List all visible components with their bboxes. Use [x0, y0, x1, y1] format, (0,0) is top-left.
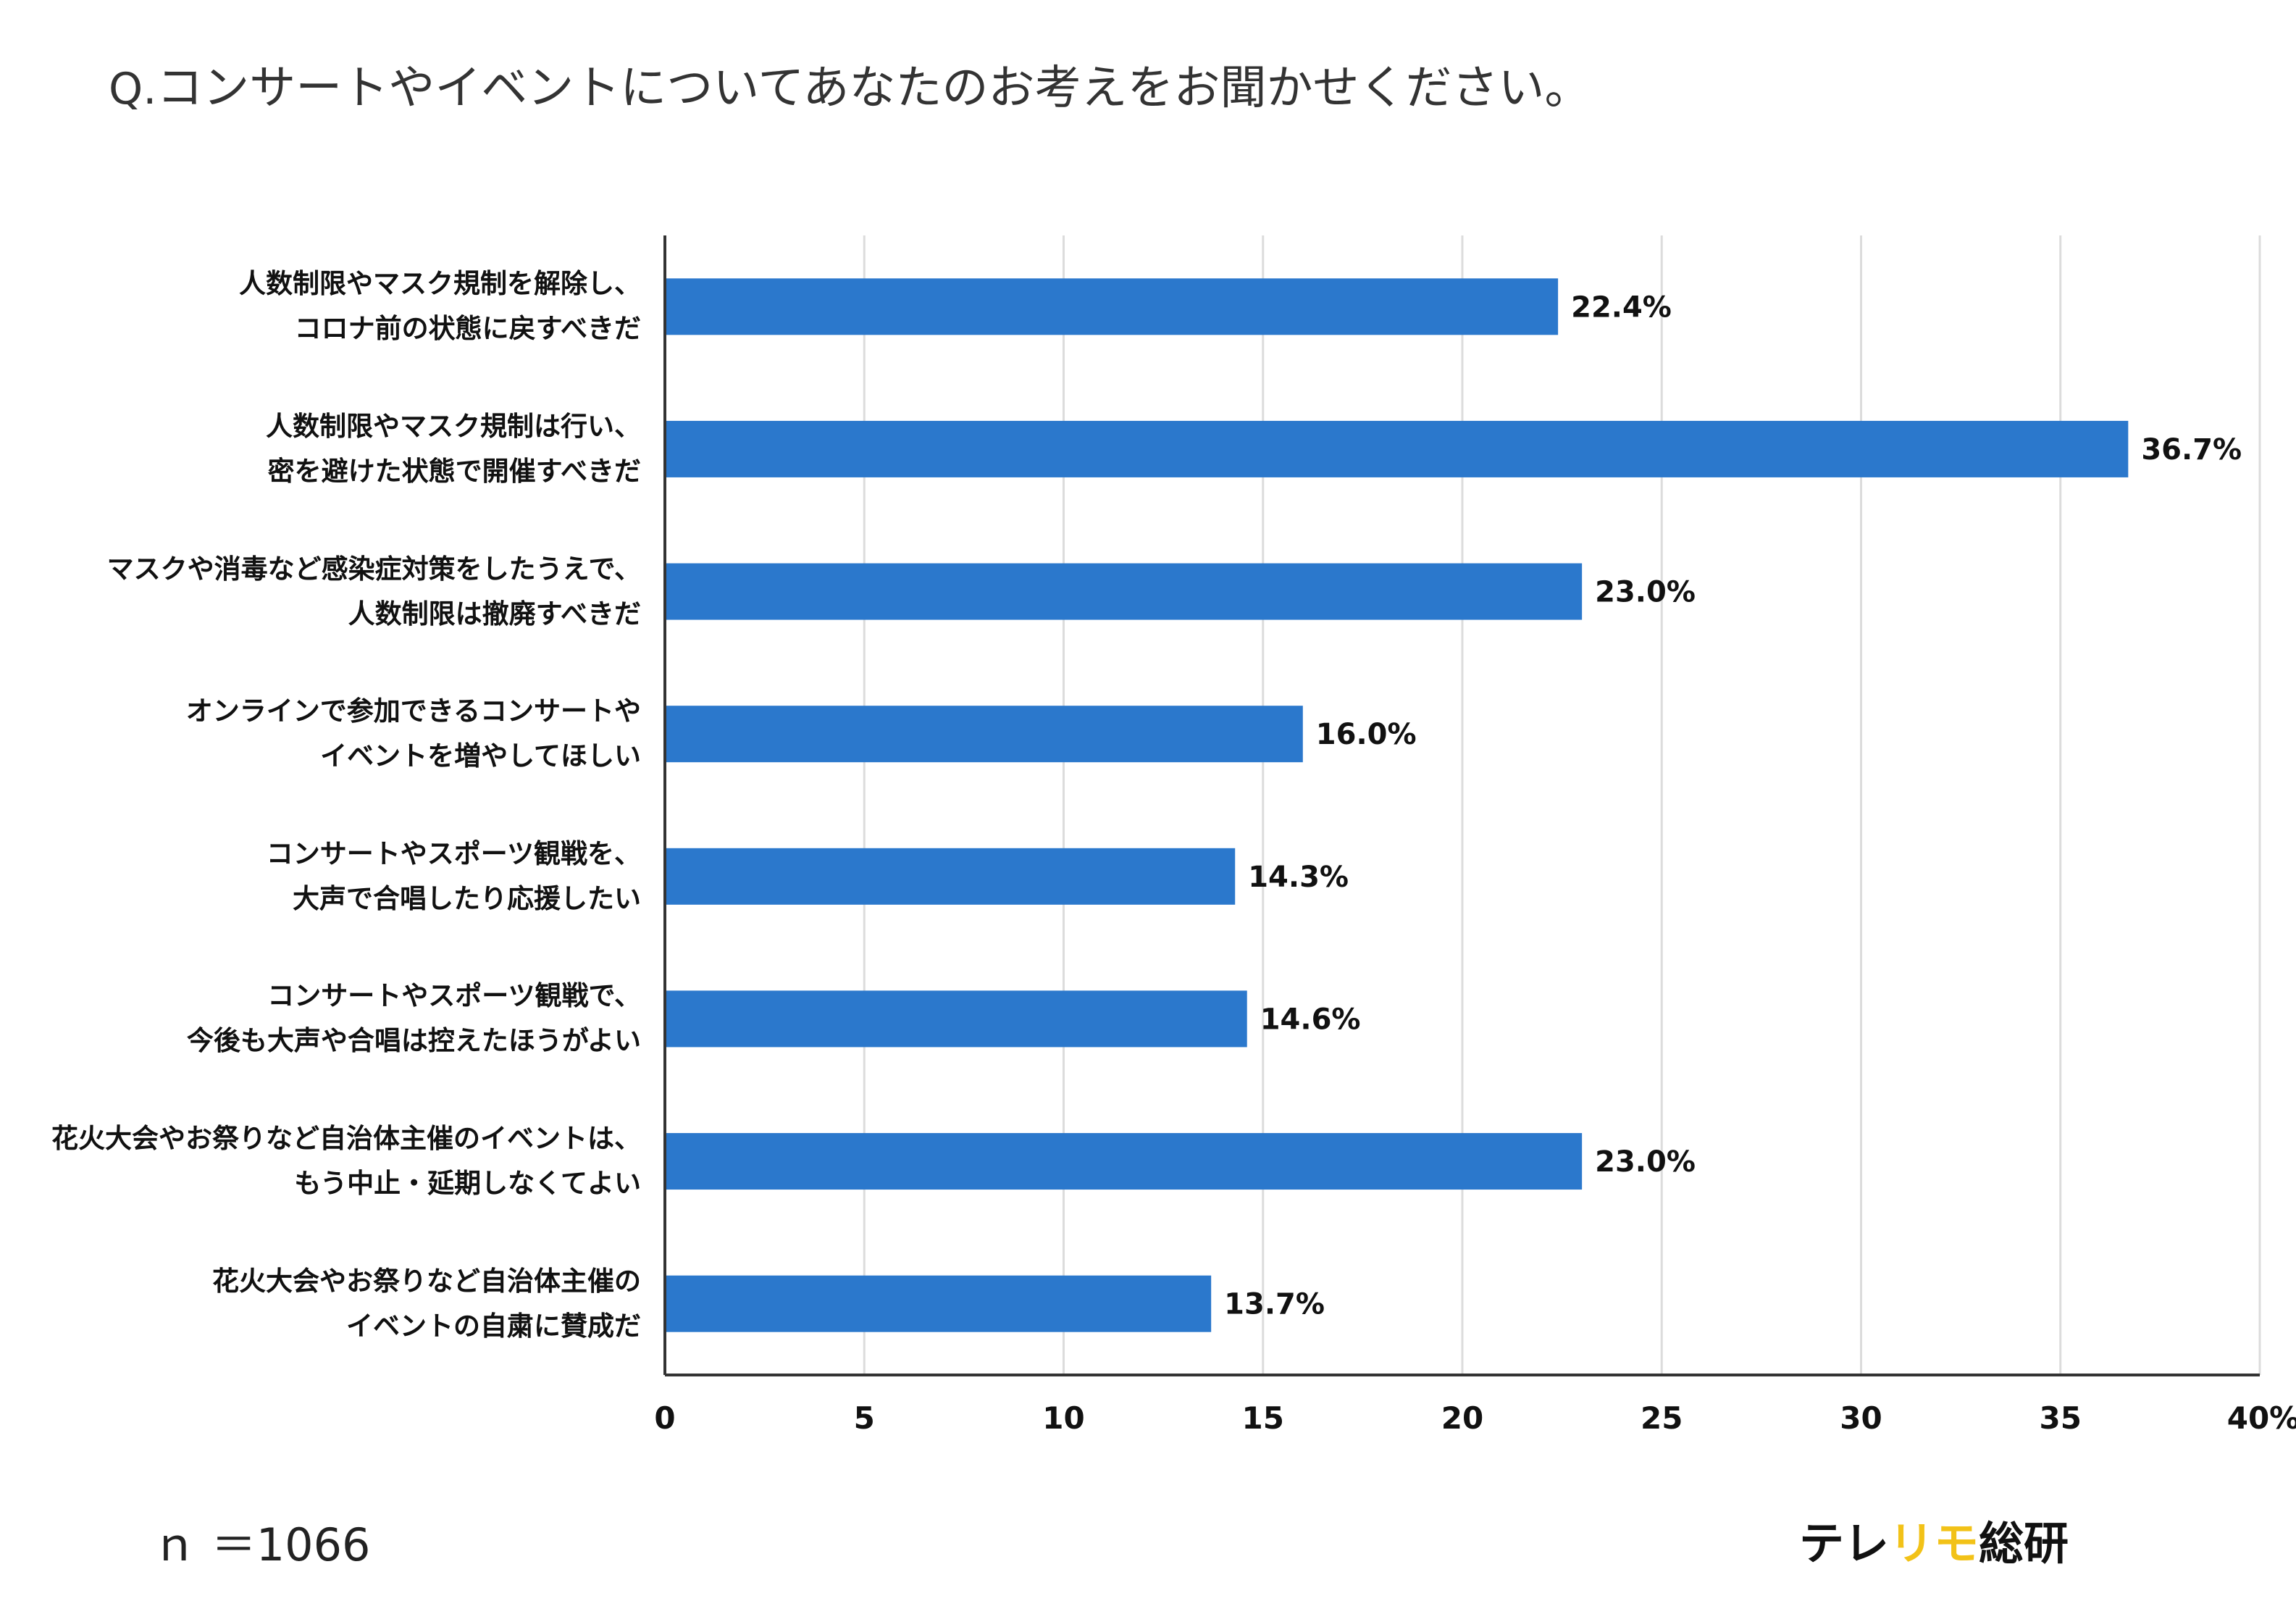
data-label: 13.7% [1224, 1288, 1325, 1321]
x-tick-label: 15 [1242, 1400, 1284, 1436]
x-tick-label: 25 [1641, 1400, 1683, 1436]
category-label-line: コンサートやスポーツ観戦を、 [266, 837, 641, 869]
category-label-line: イベントの自粛に賛成だ [346, 1310, 641, 1342]
bar-chart: 22.4% 36.7% 23.0% 16.0% 14.3% 14.6% 23.0% 13.7%… [654, 235, 2296, 1436]
category-label: マスクや消毒など感染症対策をしたうえで、人数制限は撤廃すべきだ [0, 547, 641, 637]
bar [665, 1275, 1212, 1332]
data-label: 36.7% [2141, 433, 2242, 467]
category-label-line: 大声で合唱したり応援したい [293, 882, 641, 914]
category-label-line: 人数制限やマスク規制は行い、 [266, 410, 641, 442]
category-label: コンサートやスポーツ観戦を、大声で合唱したり応援したい [0, 832, 641, 921]
category-label: 花火大会やお祭りなど自治体主催のイベントは、もう中止・延期しなくてよい [0, 1116, 641, 1206]
x-tick-label: 40% [2227, 1400, 2296, 1436]
category-label: 人数制限やマスク規制を解除し、コロナ前の状態に戻すべきだ [0, 262, 641, 351]
brand-part-2: リモ [1889, 1517, 1979, 1570]
category-label-line: マスクや消毒など感染症対策をしたうえで、 [106, 553, 641, 585]
brand-part-1: テレ [1799, 1517, 1890, 1570]
x-tick-label: 30 [1840, 1400, 1882, 1436]
category-label-line: 人数制限は撤廃すべきだ [348, 598, 641, 630]
data-label: 14.3% [1248, 861, 1349, 894]
category-label-line: オンラインで参加できるコンサートや [185, 695, 641, 727]
x-tick-label: 20 [1441, 1400, 1483, 1436]
question-title: Q.コンサートやイベントについてあなたのお考えをお聞かせください。 [109, 51, 1591, 117]
category-label-line: 花火大会やお祭りなど自治体主催の [212, 1265, 641, 1297]
category-label-line: 今後も大声や合唱は控えたほうがよい [186, 1025, 641, 1057]
bar [665, 848, 1236, 905]
sample-size: ｎ ＝1066 [152, 1518, 371, 1571]
category-label: オンラインで参加できるコンサートやイベントを増やしてほしい [0, 689, 641, 779]
category-label-line: もう中止・延期しなくてよい [294, 1168, 641, 1200]
brand-part-3: 総研 [1979, 1517, 2069, 1570]
bar [665, 278, 1559, 335]
data-label: 23.0% [1595, 576, 1696, 609]
x-tick-label: 0 [654, 1400, 675, 1436]
bar [665, 990, 1247, 1048]
bar [665, 420, 2129, 477]
data-label: 14.6% [1260, 1003, 1361, 1036]
category-label-line: イベントを増やしてほしい [320, 740, 641, 772]
category-label-line: 花火大会やお祭りなど自治体主催のイベントは、 [51, 1123, 641, 1155]
data-label: 23.0% [1595, 1145, 1696, 1179]
x-tick-label: 10 [1042, 1400, 1084, 1436]
bar [665, 563, 1583, 620]
x-tick-label: 35 [2040, 1400, 2082, 1436]
brand-logo: テレリモ総研 [1799, 1507, 2069, 1572]
category-label: 人数制限やマスク規制は行い、 密を避けた状態で開催すべきだ [0, 404, 641, 494]
question-text: コンサートやイベントについてあなたのお考えをお聞かせください。 [156, 62, 1591, 115]
category-label-line: コロナ前の状態に戻すべきだ [294, 313, 641, 345]
bar [665, 1133, 1583, 1190]
category-label-line: コンサートやスポーツ観戦で、 [267, 980, 641, 1012]
category-label: 花火大会やお祭りなど自治体主催のイベントの自粛に賛成だ [0, 1259, 641, 1349]
data-label: 16.0% [1316, 718, 1417, 751]
bar [665, 706, 1303, 763]
data-label: 22.4% [1571, 290, 1672, 324]
question-prefix: Q. [109, 64, 157, 114]
x-tick-label: 5 [854, 1400, 875, 1436]
category-label-line: 人数制限やマスク規制を解除し、 [239, 268, 641, 300]
category-label-line: 密を避けた状態で開催すべきだ [267, 455, 641, 487]
category-label: コンサートやスポーツ観戦で、今後も大声や合唱は控えたほうがよい [0, 974, 641, 1063]
